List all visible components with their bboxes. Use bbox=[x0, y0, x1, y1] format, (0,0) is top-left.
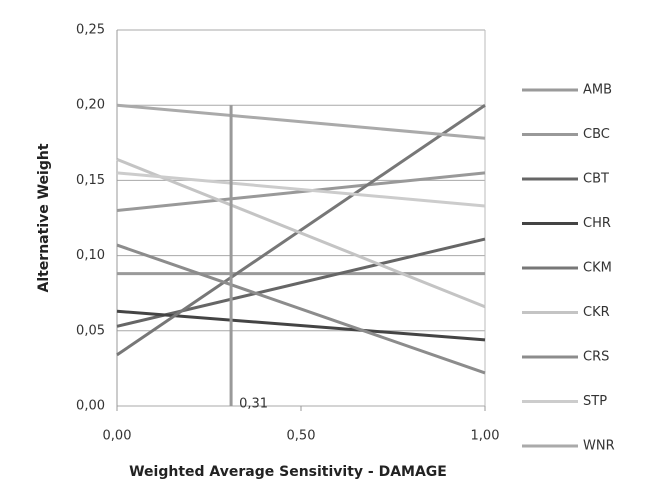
series-line bbox=[116, 157, 486, 309]
legend-label: STP bbox=[583, 394, 607, 409]
y-tick-label: 0,25 bbox=[76, 23, 105, 38]
series-line bbox=[116, 171, 486, 212]
series-line bbox=[116, 309, 486, 342]
legend-label: CRS bbox=[583, 350, 609, 365]
legend-label: AMB bbox=[583, 83, 612, 98]
y-tick-label: 0,10 bbox=[76, 248, 105, 263]
legend-label: CBT bbox=[583, 172, 609, 187]
y-axis-title: Alternative Weight bbox=[36, 143, 52, 292]
y-tick-label: 0,15 bbox=[76, 173, 105, 188]
y-tick-label: 0,20 bbox=[76, 98, 105, 113]
series-line bbox=[116, 103, 486, 140]
series-line bbox=[116, 243, 486, 375]
x-axis-title: Weighted Average Sensitivity - DAMAGE bbox=[129, 464, 447, 480]
x-tick-label: 1,00 bbox=[471, 429, 500, 444]
x-tick-label: 0,50 bbox=[287, 429, 316, 444]
y-tick-label: 0,00 bbox=[76, 399, 105, 414]
y-tick-label: 0,05 bbox=[76, 323, 105, 338]
legend-label: CBC bbox=[583, 127, 610, 142]
legend-label: CHR bbox=[583, 216, 611, 231]
series-line bbox=[116, 103, 486, 357]
legend-label: CKM bbox=[583, 261, 612, 276]
legend-label: WNR bbox=[583, 439, 615, 454]
legend-label: CKR bbox=[583, 305, 610, 320]
x-tick-label: 0,00 bbox=[103, 429, 132, 444]
series-line bbox=[116, 171, 486, 208]
marker-label: 0,31 bbox=[239, 397, 268, 412]
series-line bbox=[116, 237, 486, 328]
